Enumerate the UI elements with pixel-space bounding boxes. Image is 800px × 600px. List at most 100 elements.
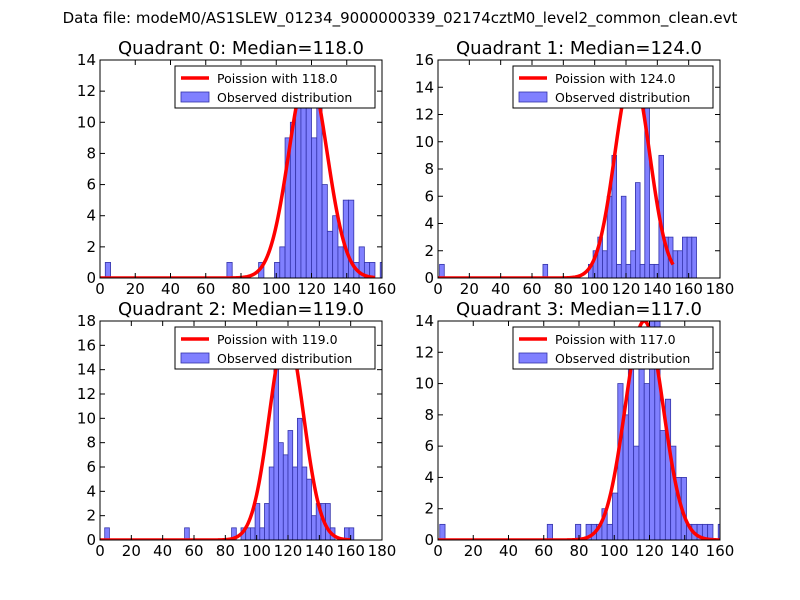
histogram-bars: [439, 100, 697, 278]
y-tick-label: 16: [77, 336, 96, 354]
legend: Poission with 117.0 Observed distribution: [512, 326, 714, 370]
histogram-bar: [254, 503, 261, 540]
histogram-bar: [602, 250, 608, 278]
histogram-bar: [625, 263, 632, 278]
x-tick-label: 0: [433, 280, 443, 298]
x-tick-label: 80: [216, 542, 235, 560]
histogram-bar: [639, 263, 646, 278]
histogram-bar: [268, 466, 275, 540]
y-tick-label: 14: [415, 312, 434, 330]
x-tick-label: 20: [460, 280, 479, 298]
histogram-bar: [274, 262, 281, 278]
x-tick-label: 140: [332, 280, 361, 298]
legend-entry-poisson: Poission with 124.0: [555, 71, 676, 86]
histogram-bar: [620, 195, 627, 278]
chart-panel-quadrant-3: 0 20 40 60 80 100 120 140 160 0 2 4 6 8 10 12 14 Quadrant…: [415, 299, 734, 560]
y-tick-label: 12: [415, 106, 434, 124]
x-tick-label: 40: [491, 280, 510, 298]
histogram-bar: [316, 106, 323, 278]
chart-title: Quadrant 1: Median=124.0: [456, 38, 702, 59]
y-tick-label: 16: [415, 51, 434, 69]
x-tick-label: 20: [126, 280, 145, 298]
histogram-bar: [542, 263, 549, 278]
x-tick-label: 180: [706, 280, 735, 298]
legend-entry-observed: Observed distribution: [555, 351, 690, 366]
legend-entry-poisson: Poission with 118.0: [217, 71, 338, 86]
x-tick-label: 140: [670, 542, 699, 560]
chart-panel-quadrant-2: 0 20 40 60 80 100 120 140 160 180 0 2 4 6 8 10 12 14 16 18 Q…: [77, 299, 396, 560]
x-tick-label: 100: [580, 280, 609, 298]
histogram-bar: [439, 523, 446, 540]
histogram-bar: [672, 250, 679, 278]
x-tick-label: 160: [336, 542, 365, 560]
histogram-bar: [104, 262, 111, 278]
x-tick-label: 160: [706, 542, 735, 560]
legend-entry-observed: Observed distribution: [217, 351, 352, 366]
x-tick-label: 160: [674, 280, 703, 298]
histogram-bar: [278, 442, 284, 540]
histogram-bar: [279, 246, 286, 278]
y-tick-label: 4: [424, 215, 434, 233]
y-tick-label: 10: [415, 375, 434, 393]
y-tick-label: 8: [424, 406, 434, 424]
histogram-bar: [439, 263, 445, 278]
histogram-bar: [612, 492, 619, 540]
histogram-bar: [311, 137, 318, 278]
histogram-bar: [616, 263, 622, 278]
y-tick-label: 14: [415, 78, 434, 96]
x-tick-label: 80: [569, 542, 588, 560]
x-tick-label: 40: [161, 280, 180, 298]
histogram-bar: [717, 523, 720, 540]
histogram-bar: [184, 527, 190, 540]
y-tick-label: 2: [86, 238, 96, 256]
y-tick-label: 12: [415, 343, 434, 361]
x-tick-label: 120: [274, 542, 303, 560]
y-tick-label: 6: [424, 187, 434, 205]
y-tick-label: 4: [424, 468, 434, 486]
x-tick-label: 100: [262, 280, 291, 298]
chart-title: Quadrant 0: Median=118.0: [118, 38, 364, 59]
legend: Poission with 119.0 Observed distribution: [174, 326, 376, 370]
histogram-bar: [691, 236, 697, 278]
histogram-bar: [321, 184, 328, 278]
y-tick-label: 12: [77, 385, 96, 403]
x-tick-label: 80: [231, 280, 250, 298]
y-tick-label: 2: [86, 507, 96, 525]
x-tick-label: 80: [554, 280, 573, 298]
histogram-bar: [638, 351, 645, 540]
x-tick-label: 60: [534, 542, 553, 560]
x-tick-label: 100: [242, 542, 271, 560]
y-tick-label: 12: [77, 82, 96, 100]
y-tick-label: 10: [77, 409, 96, 427]
y-tick-label: 0: [424, 269, 434, 287]
x-tick-label: 60: [184, 542, 203, 560]
x-tick-label: 180: [368, 542, 397, 560]
figure-title: Data file: modeM0/AS1SLEW_01234_90000003…: [62, 9, 738, 27]
x-tick-label: 0: [95, 542, 105, 560]
histogram-bar: [292, 466, 298, 540]
histogram-bar: [633, 445, 640, 540]
histogram-bar: [282, 454, 289, 540]
histogram-bar: [546, 523, 553, 540]
histogram-bar: [301, 466, 308, 540]
x-tick-label: 0: [95, 280, 105, 298]
legend-bar-swatch: [180, 352, 210, 364]
chart-panel-quadrant-1: 0 20 40 60 80 100 120 140 160 180 0 2 4 6 8 10 12 14 16 Qua…: [415, 38, 734, 298]
legend-bar-swatch: [518, 352, 548, 364]
histogram-bar: [259, 527, 265, 540]
x-tick-label: 120: [297, 280, 326, 298]
x-tick-label: 20: [464, 542, 483, 560]
histogram-bar: [226, 262, 233, 278]
x-tick-label: 40: [153, 542, 172, 560]
histogram-bar: [325, 503, 331, 540]
histogram-bar: [249, 527, 256, 540]
y-tick-label: 4: [86, 207, 96, 225]
histogram-bar: [326, 230, 334, 278]
x-tick-label: 60: [522, 280, 541, 298]
histogram-bar: [659, 430, 666, 540]
y-tick-label: 8: [86, 434, 96, 452]
y-tick-label: 6: [86, 176, 96, 194]
histogram-bar: [306, 478, 312, 540]
y-tick-label: 0: [86, 269, 96, 287]
